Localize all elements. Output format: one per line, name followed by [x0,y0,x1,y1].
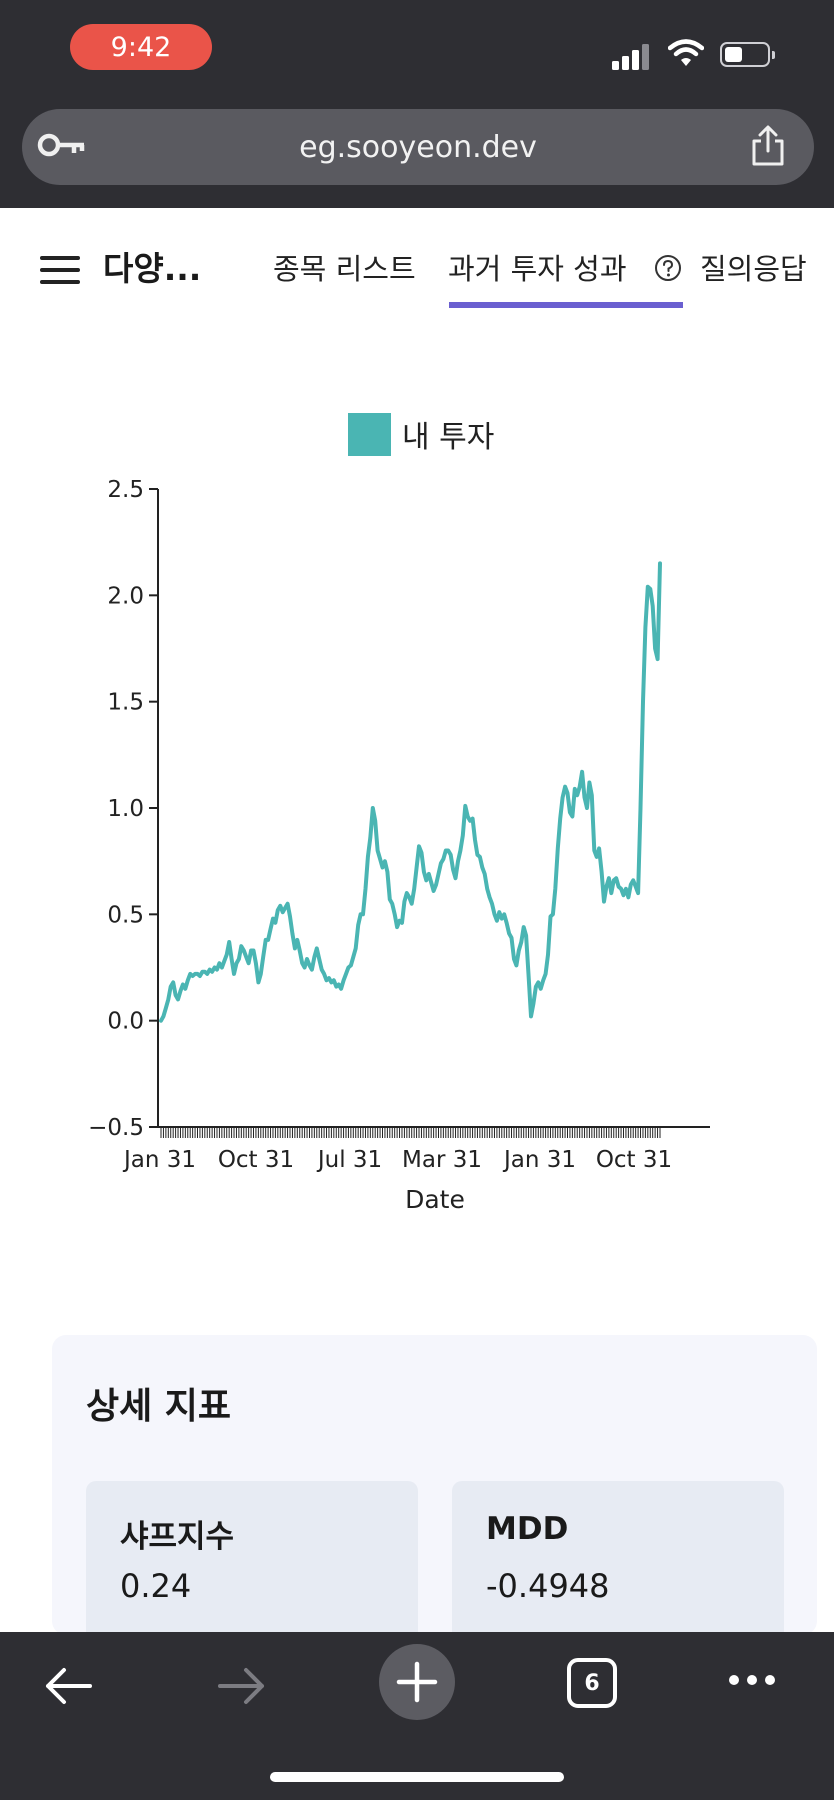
more-icon[interactable] [726,1672,778,1688]
metrics-panel: 상세 지표 샤프지수 0.24 MDD -0.4948 [52,1335,817,1651]
metrics-title: 상세 지표 [86,1386,232,1427]
x-tick-label: Jan 31 [502,1147,576,1173]
metric-value: -0.4948 [486,1567,610,1605]
key-icon [37,133,85,157]
y-tick-label: −0.5 [88,1115,144,1141]
tab-stock-list[interactable]: 종목 리스트 [273,252,416,286]
chart-legend[interactable]: 내 투자 [348,412,495,456]
page-header: 다양... 종목 리스트 과거 투자 성과 질의응답 [0,208,834,318]
share-icon[interactable] [750,125,786,167]
metric-value: 0.24 [120,1567,192,1605]
forward-arrow-icon[interactable] [214,1662,270,1710]
tab-count-button[interactable]: 6 [567,1658,617,1708]
tab-past-performance[interactable]: 과거 투자 성과 [448,252,627,286]
y-tick-label: 1.5 [107,690,144,716]
y-tick-label: 2.0 [107,583,144,609]
app-title: 다양... [103,249,202,288]
url-text: eg.sooyeon.dev [299,129,537,165]
x-tick-label: Mar 31 [402,1147,482,1173]
y-tick-label: 1.0 [107,796,144,822]
legend-swatch [348,412,391,456]
x-axis-label: Date [405,1185,465,1214]
legend-label: 내 투자 [402,420,495,455]
series-line-my-investment [159,561,662,1023]
wifi-icon [668,39,704,66]
tab-qa[interactable]: 질의응답 [700,252,807,286]
x-tick-label: Oct 31 [596,1147,672,1173]
x-tick-label: Jan 31 [122,1147,196,1173]
home-indicator [270,1772,564,1782]
metric-card-mdd: MDD -0.4948 [452,1481,784,1651]
active-tab-indicator [449,302,683,308]
status-bar: 9:42 [0,0,834,105]
metric-label: MDD [486,1511,569,1547]
battery-icon [720,42,775,67]
address-bar[interactable]: eg.sooyeon.dev [22,109,814,185]
y-tick-label: 2.5 [107,477,144,503]
x-tick-label: Oct 31 [218,1147,294,1173]
metric-label: 샤프지수 [120,1519,235,1555]
browser-url-area: eg.sooyeon.dev [0,105,834,208]
x-tick-label: Jul 31 [316,1147,382,1173]
help-icon[interactable] [654,254,682,282]
status-time: 9:42 [70,24,212,70]
y-tick-label: 0.5 [107,902,144,928]
performance-chart: −0.5 0.0 0.5 1.0 1.5 2.0 2.5 Jan 31 Oct 31 Jul 31… [88,477,710,1214]
cellular-signal-icon [612,42,652,70]
new-tab-plus-icon[interactable] [379,1644,455,1720]
menu-icon[interactable] [40,256,80,284]
metric-card-sharpe: 샤프지수 0.24 [86,1481,418,1651]
back-arrow-icon[interactable] [40,1662,96,1710]
y-tick-label: 0.0 [107,1009,144,1035]
